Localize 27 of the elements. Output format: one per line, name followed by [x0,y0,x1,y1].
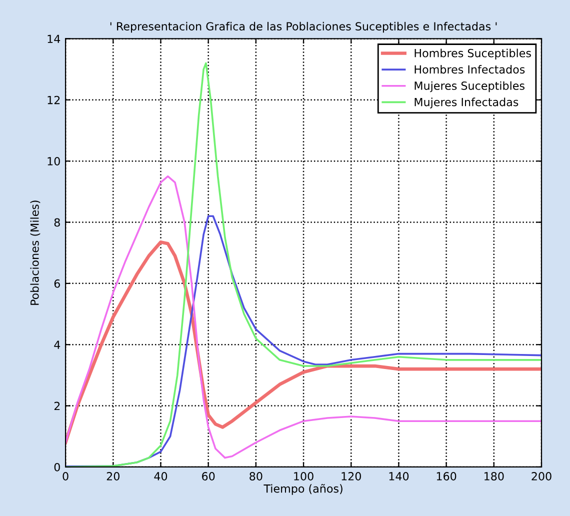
x-tick-label: 40 [154,472,168,480]
y-tick-label: 12 [48,96,60,104]
x-tick-label: 140 [389,472,409,480]
legend-label: Mujeres Suceptibles [414,81,524,92]
x-tick-label: 60 [202,472,215,480]
y-tick-label: 8 [54,218,60,227]
y-tick-label: 14 [48,34,60,43]
y-axis-title: Poblaciones (Miles) [30,200,40,305]
legend-label: Hombres Suceptibles [414,48,531,60]
y-tick-label: 0 [54,462,60,472]
x-tick-label: 0 [62,472,68,480]
x-tick-label: 120 [342,472,361,480]
line-series [66,175,542,459]
x-tick-label: 160 [436,472,456,480]
y-tick-label: 2 [54,402,60,410]
y-tick-label: 10 [48,157,60,166]
x-tick-label: 180 [484,472,504,480]
x-tick-label: 200 [532,472,552,480]
x-tick-label: 20 [106,472,120,480]
x-tick-label: 80 [250,472,262,480]
y-tick-label: 6 [54,279,60,288]
y-tick-label: 4 [54,340,60,349]
x-tick-label: 100 [294,472,314,480]
legend-label: Hombres Infectados [414,65,525,74]
x-axis-title: Tiempo (años) [264,484,342,495]
chart-title: ' Representacion Grafica de las Poblaciones Suceptibles e Infectadas ' [110,22,497,33]
legend-label: Mujeres Infectadas [414,98,518,108]
